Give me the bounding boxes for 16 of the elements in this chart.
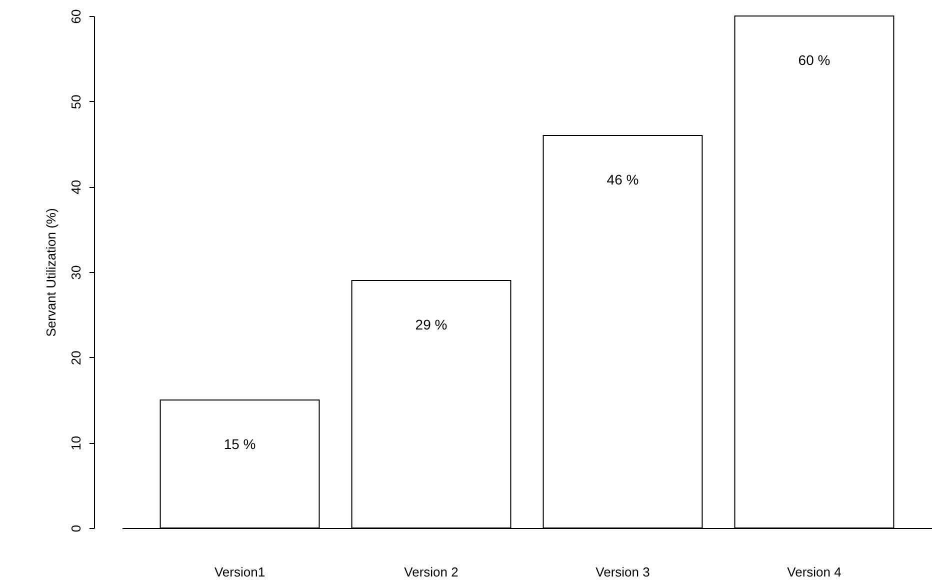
x-tick-label: Version 4 xyxy=(787,564,842,580)
y-tick-label: 0 xyxy=(68,524,84,532)
data-label: 46 % xyxy=(606,171,639,188)
data-label: 60 % xyxy=(798,52,830,68)
data-label: 29 % xyxy=(415,316,448,333)
x-tick-label: Version1 xyxy=(214,564,266,580)
y-tick-label: 40 xyxy=(68,180,84,194)
y-tick-label: 60 xyxy=(68,9,84,24)
y-axis-title: Servant Utilization (%) xyxy=(44,208,58,337)
y-tick-label: 10 xyxy=(68,436,84,450)
y-tick-label: 50 xyxy=(68,94,84,110)
y-tick-label: 20 xyxy=(68,350,84,366)
y-tick-label: 30 xyxy=(68,265,84,280)
data-label: 15 % xyxy=(224,436,256,452)
x-tick-label: Version 2 xyxy=(404,564,458,580)
x-tick-label: Version 3 xyxy=(596,564,650,580)
